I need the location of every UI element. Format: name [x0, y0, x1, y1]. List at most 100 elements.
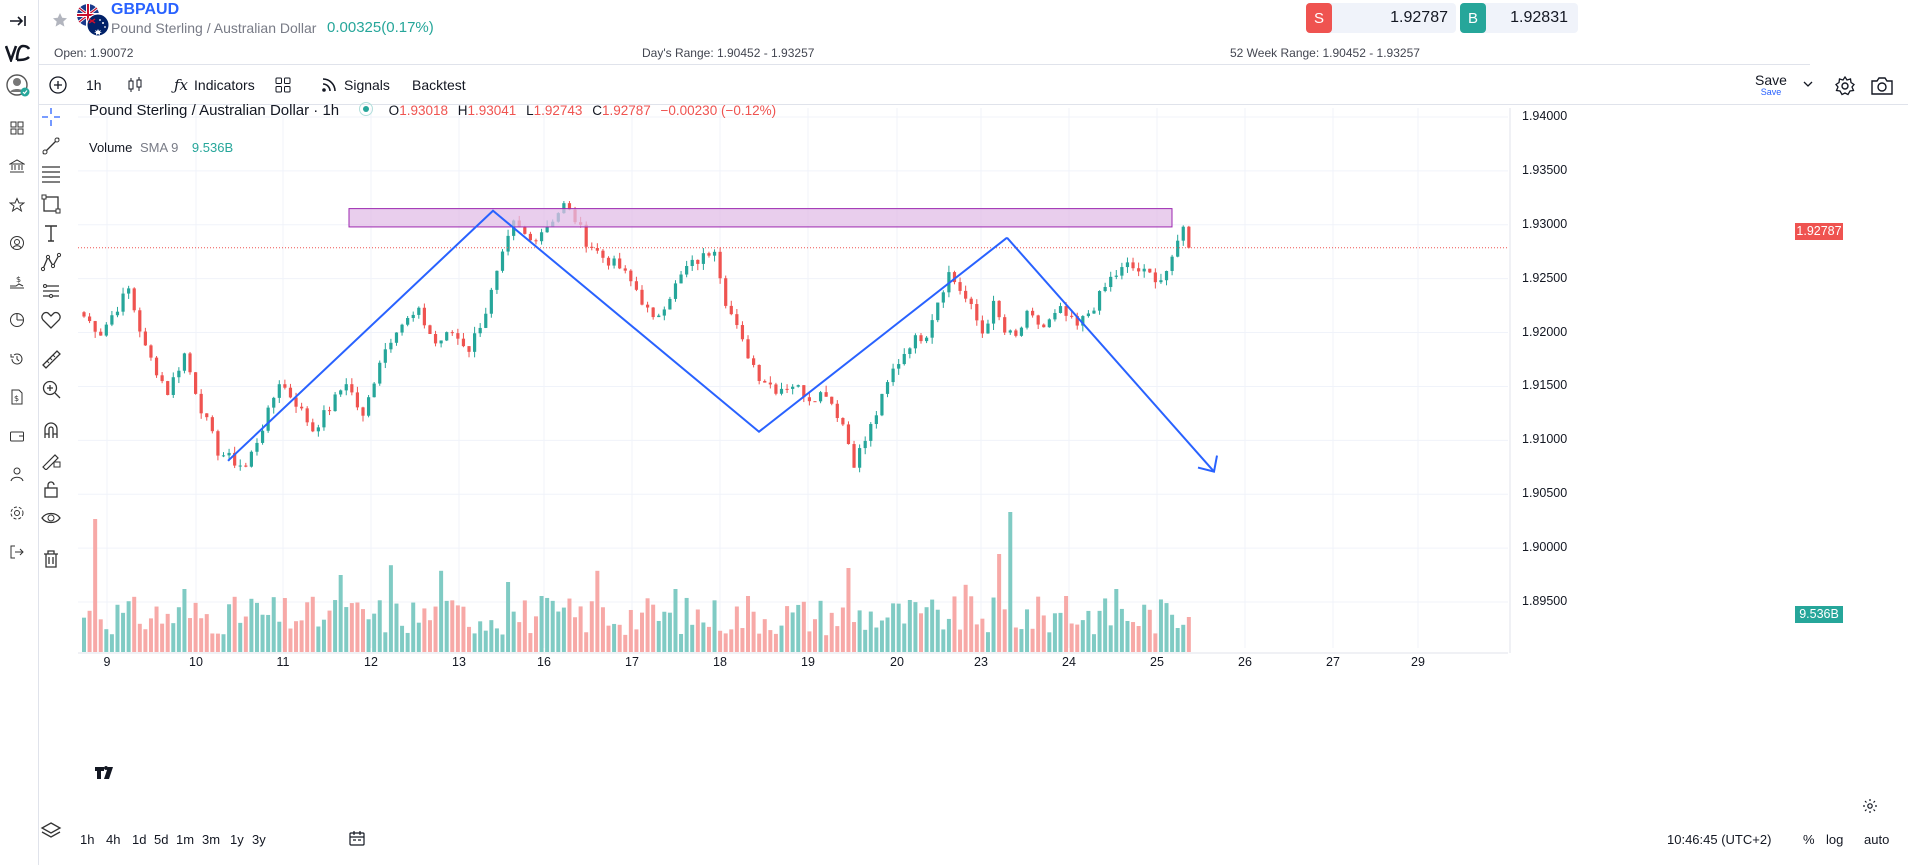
candle-body — [249, 451, 253, 467]
volume-bar — [427, 620, 432, 652]
collapse-icon[interactable] — [8, 14, 28, 28]
candle-body — [1148, 268, 1152, 273]
dashboard-icon[interactable] — [9, 120, 25, 136]
candle-body — [746, 339, 750, 359]
portfolio-pie-icon[interactable] — [9, 312, 25, 328]
indicators-button[interactable]: ƒx Indicators — [174, 70, 255, 100]
timeframe-1m[interactable]: 1m — [176, 832, 195, 847]
favorite-star-icon[interactable] — [52, 12, 68, 28]
timeframe-1h[interactable]: 1h — [80, 832, 95, 847]
templates-button[interactable] — [274, 70, 292, 100]
chart-type-button[interactable] — [126, 70, 144, 100]
candle-body — [986, 323, 990, 334]
candle-body — [327, 410, 332, 412]
history-icon[interactable] — [9, 351, 25, 367]
candle-body — [389, 342, 393, 350]
timeframe-4h[interactable]: 4h — [106, 832, 121, 847]
percent-toggle[interactable]: % — [1803, 832, 1815, 847]
volume-bar — [628, 609, 633, 652]
volume-bar — [612, 623, 617, 652]
add-symbol-button[interactable] — [48, 70, 68, 100]
candle-body — [311, 422, 315, 432]
volume-bar — [132, 596, 137, 652]
candle-body — [366, 397, 371, 416]
document-dollar-icon[interactable]: $ — [9, 389, 25, 405]
fib-retracement-icon[interactable] — [35, 159, 67, 189]
volume-bar — [941, 629, 946, 652]
candle-body — [227, 452, 231, 456]
candle-body — [216, 431, 220, 456]
timeframe-1y[interactable]: 1y — [230, 832, 244, 847]
price-chart[interactable]: 9 10 11 12 13 16 17 18 19 20 23 24 25 26 27 29 — [78, 108, 1828, 800]
candle-body — [601, 250, 605, 258]
camera-icon[interactable] — [1870, 75, 1894, 97]
volume-bar — [377, 600, 382, 652]
candle-body — [952, 272, 957, 283]
logo-icon[interactable] — [5, 44, 31, 62]
candle-body — [991, 300, 996, 324]
heart-icon[interactable] — [35, 305, 67, 335]
tradingview-logo[interactable] — [92, 762, 122, 784]
volume-bar — [266, 614, 271, 652]
clock[interactable]: 10:46:45 (UTC+2) — [1667, 832, 1772, 847]
candle-body — [936, 302, 940, 321]
trend-line-icon[interactable] — [35, 131, 67, 161]
candle-body — [294, 397, 298, 407]
time-tick-label: 11 — [277, 655, 290, 669]
sell-button[interactable]: S 1.92787 — [1306, 3, 1456, 33]
volume-bar — [1131, 622, 1136, 652]
volume-bar — [500, 634, 505, 652]
trash-icon[interactable] — [35, 544, 67, 574]
volume-bar — [483, 630, 488, 652]
candle-body — [1181, 226, 1185, 241]
auto-toggle[interactable]: auto — [1864, 832, 1890, 847]
candle-body — [980, 320, 984, 334]
volume-bar — [1052, 613, 1057, 652]
lock-drawing-icon[interactable] — [35, 444, 67, 474]
wallet-icon[interactable] — [9, 428, 25, 444]
backtest-button[interactable]: Backtest — [412, 77, 466, 93]
layers-icon[interactable] — [35, 816, 67, 846]
date-range-icon[interactable] — [348, 830, 366, 848]
symbol-ticker[interactable]: GBPAUD — [111, 1, 180, 18]
zoom-in-icon[interactable] — [35, 374, 67, 404]
forecast-icon[interactable] — [35, 276, 67, 306]
chart-pane[interactable]: 9 10 11 12 13 16 17 18 19 20 23 24 25 26 27 29 Pound St… — [78, 102, 1843, 800]
timeframe-1d[interactable]: 1d — [132, 832, 147, 847]
account-icon[interactable] — [9, 466, 25, 482]
logout-icon[interactable] — [9, 544, 25, 560]
unlock-icon[interactable] — [35, 474, 67, 504]
pattern-icon[interactable] — [35, 247, 67, 277]
eye-icon[interactable] — [35, 503, 67, 533]
magnet-icon[interactable] — [35, 415, 67, 445]
timeframe-5d[interactable]: 5d — [154, 832, 169, 847]
time-axis-settings-icon[interactable] — [1862, 798, 1878, 814]
timeframe-3y[interactable]: 3y — [252, 832, 266, 847]
chevron-down-icon[interactable] — [1802, 78, 1814, 90]
candle-body — [701, 253, 705, 264]
text-tool-icon[interactable] — [35, 218, 67, 248]
bank-icon[interactable] — [9, 158, 25, 174]
avatar-icon[interactable] — [5, 73, 31, 99]
volume-bar — [952, 596, 957, 652]
crosshair-icon[interactable] — [35, 102, 67, 132]
volume-bar — [578, 606, 583, 652]
interval-button[interactable]: 1h — [86, 77, 102, 93]
settings-icon[interactable] — [9, 505, 25, 521]
ruler-icon[interactable] — [35, 344, 67, 374]
chart-settings-icon[interactable] — [1834, 75, 1856, 97]
timeframe-3m[interactable]: 3m — [202, 832, 221, 847]
candle-body — [93, 321, 97, 332]
buy-button[interactable]: B 1.92831 — [1460, 3, 1578, 33]
rectangle-icon[interactable] — [35, 189, 67, 219]
volume-bar — [600, 607, 605, 652]
candle-body — [138, 310, 142, 332]
deposit-icon[interactable]: $ — [9, 274, 25, 290]
volume-bar — [210, 633, 215, 652]
star-icon[interactable] — [9, 197, 25, 213]
log-toggle[interactable]: log — [1826, 832, 1844, 847]
copy-trading-icon[interactable] — [9, 235, 25, 251]
save-button[interactable]: Save Save — [1748, 72, 1794, 97]
volume-bar — [556, 611, 561, 652]
signals-button[interactable]: Signals — [320, 70, 390, 100]
